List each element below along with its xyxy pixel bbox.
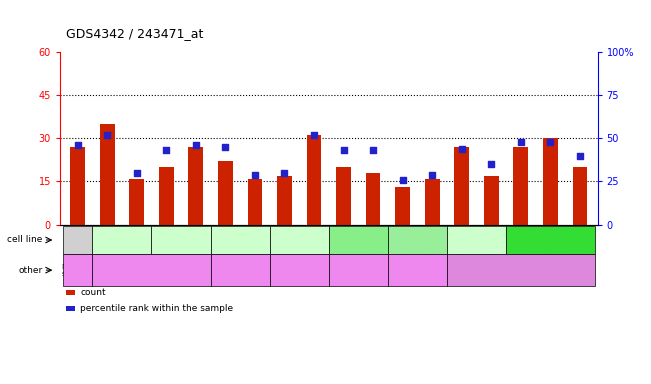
Text: JH033: JH033 xyxy=(65,235,90,245)
Text: Panc215: Panc215 xyxy=(163,235,199,245)
Point xyxy=(516,139,526,145)
Bar xyxy=(277,176,292,225)
Text: other: other xyxy=(18,266,42,275)
Text: Panc420: Panc420 xyxy=(533,235,568,245)
Text: MRK-003 sensitive: MRK-003 sensitive xyxy=(488,267,554,273)
Text: cell line: cell line xyxy=(7,235,42,245)
Point xyxy=(427,172,437,178)
Bar xyxy=(218,161,233,225)
Point xyxy=(397,177,408,183)
Bar xyxy=(484,176,499,225)
Text: MRK-003
non-sensitive: MRK-003 non-sensitive xyxy=(275,264,324,276)
Text: MRK-003
sensitive: MRK-003 sensitive xyxy=(342,264,374,276)
Bar xyxy=(159,167,174,225)
Bar xyxy=(336,167,351,225)
Point xyxy=(486,161,497,167)
Bar xyxy=(307,136,322,225)
Text: count: count xyxy=(80,288,105,297)
Point xyxy=(250,172,260,178)
Bar xyxy=(514,147,528,225)
Bar xyxy=(366,173,380,225)
Text: Panc253: Panc253 xyxy=(281,235,317,245)
Text: percentile rank within the sample: percentile rank within the sample xyxy=(80,304,233,313)
Bar xyxy=(572,167,587,225)
Text: Panc374: Panc374 xyxy=(458,235,494,245)
Point xyxy=(545,139,555,145)
Bar xyxy=(425,179,439,225)
Point xyxy=(132,170,142,176)
Text: GDS4342 / 243471_at: GDS4342 / 243471_at xyxy=(66,27,204,40)
Text: MRK-003
sensitive: MRK-003 sensitive xyxy=(224,264,256,276)
Point xyxy=(220,144,230,150)
Bar xyxy=(543,138,558,225)
Text: Panc219: Panc219 xyxy=(222,235,258,245)
Text: MRK-003
non-sensitive: MRK-003 non-sensitive xyxy=(393,264,441,276)
Point xyxy=(161,147,171,154)
Point xyxy=(72,142,83,148)
Point xyxy=(339,147,349,154)
Bar xyxy=(100,124,115,225)
Point xyxy=(309,132,319,138)
Point xyxy=(575,152,585,159)
Bar xyxy=(130,179,144,225)
Bar xyxy=(247,179,262,225)
Bar xyxy=(70,147,85,225)
Text: MRK-003 non-sensitive: MRK-003 non-sensitive xyxy=(111,267,193,273)
Point xyxy=(456,146,467,152)
Point xyxy=(279,170,290,176)
Bar xyxy=(454,147,469,225)
Text: MRK-003
sensitive: MRK-003 sensitive xyxy=(62,264,94,276)
Bar xyxy=(395,187,410,225)
Point xyxy=(102,132,113,138)
Bar xyxy=(188,147,203,225)
Text: Panc291: Panc291 xyxy=(400,235,436,245)
Point xyxy=(368,147,378,154)
Point xyxy=(191,142,201,148)
Text: Panc198: Panc198 xyxy=(104,235,140,245)
Text: Panc265: Panc265 xyxy=(340,235,376,245)
